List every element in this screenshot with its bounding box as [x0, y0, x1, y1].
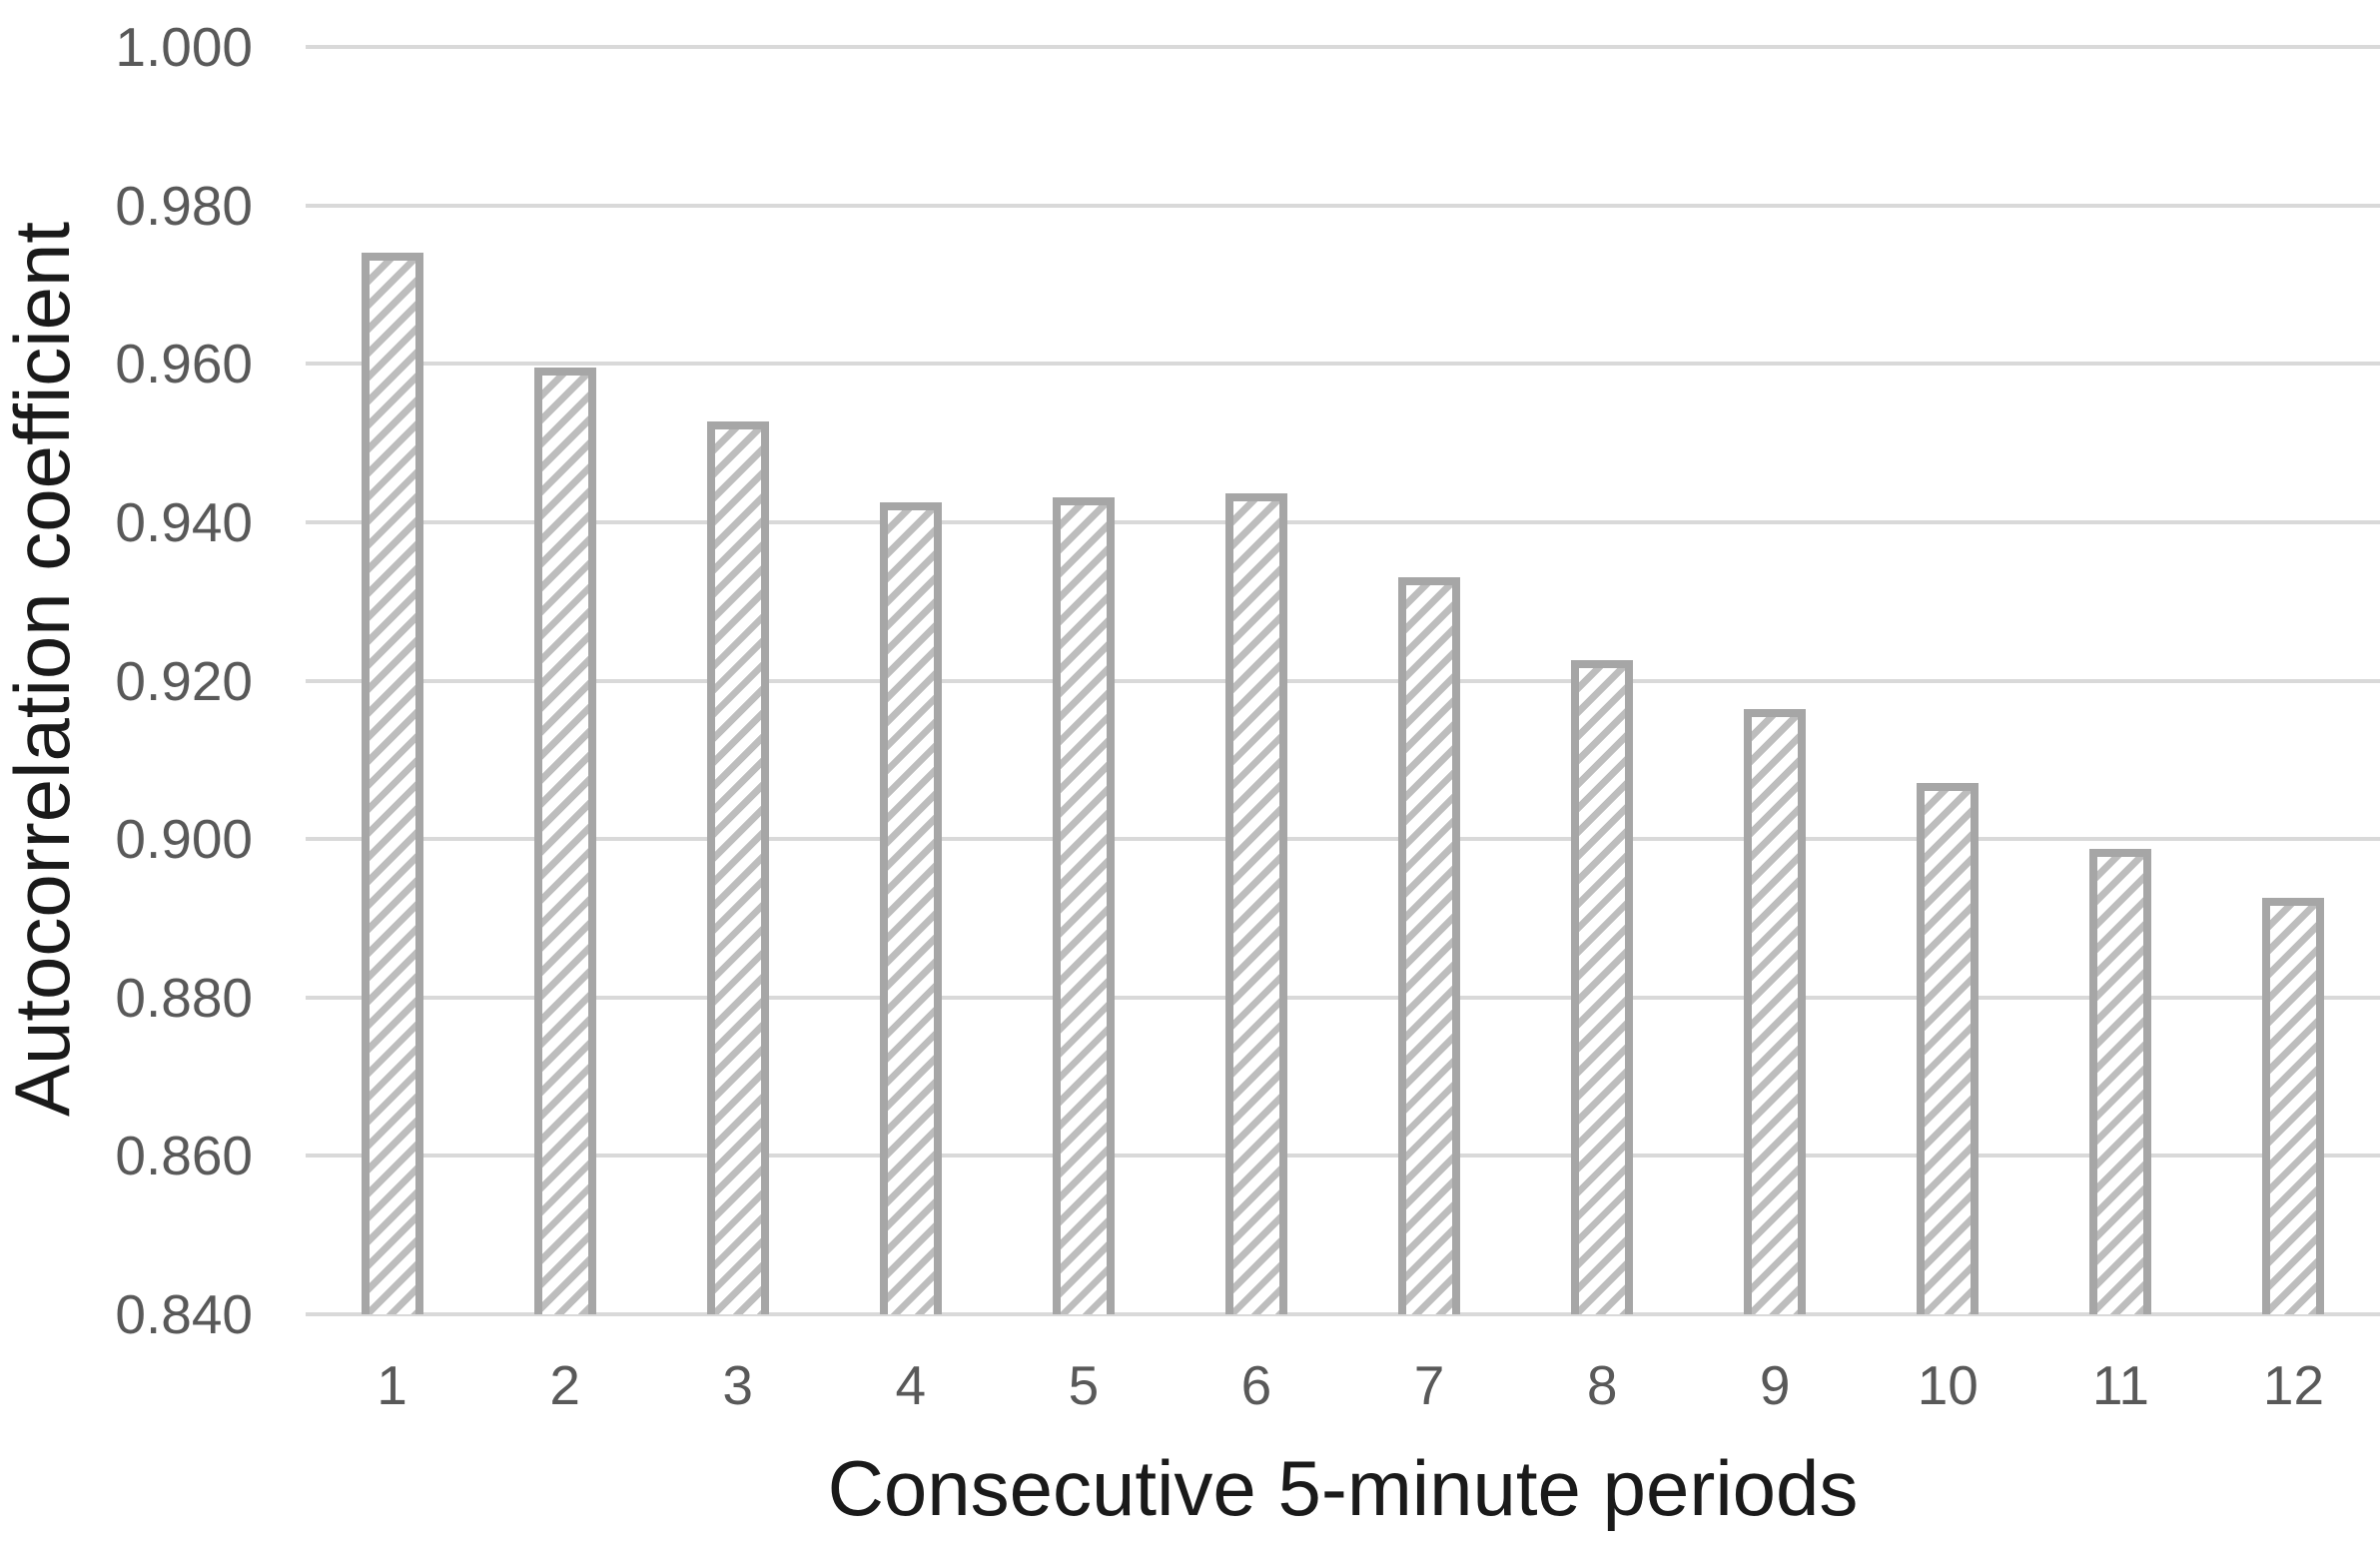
y-tick-label: 0.960	[115, 333, 253, 395]
x-tick-label: 9	[1759, 1354, 1791, 1416]
y-tick-label: 0.920	[115, 649, 253, 712]
gridline	[306, 519, 2380, 524]
bar-period-7	[1398, 576, 1461, 1314]
x-tick-label: 2	[549, 1354, 580, 1416]
bar-period-1	[361, 253, 423, 1314]
bar-period-12	[2262, 897, 2325, 1314]
bar-period-10	[1917, 782, 1980, 1314]
x-tick-label: 1	[377, 1354, 407, 1416]
x-tick-label: 8	[1586, 1354, 1618, 1416]
bar-period-9	[1744, 709, 1807, 1314]
y-tick-label: 0.880	[115, 966, 253, 1029]
y-tick-label: 0.940	[115, 490, 253, 553]
bar-period-4	[879, 502, 942, 1314]
x-tick-label: 5	[1068, 1354, 1100, 1416]
plot-area	[306, 45, 2380, 1318]
x-tick-label: 4	[895, 1354, 927, 1416]
y-tick-label: 0.980	[115, 174, 253, 237]
x-axis-line	[306, 1312, 2380, 1316]
bar-period-8	[1571, 659, 1634, 1314]
gridline	[306, 678, 2380, 683]
y-tick-label: 0.900	[115, 808, 253, 871]
bar-period-5	[1052, 497, 1115, 1314]
gridline	[306, 203, 2380, 208]
x-axis-title: Consecutive 5-minute periods	[827, 1444, 1859, 1532]
gridline	[306, 837, 2380, 842]
bar-period-6	[1224, 492, 1287, 1314]
x-tick-label: 12	[2262, 1354, 2325, 1416]
x-tick-label: 3	[722, 1354, 753, 1416]
bar-period-3	[706, 421, 769, 1314]
x-tick-label: 6	[1240, 1354, 1272, 1416]
x-tick-label: 10	[1917, 1354, 1979, 1416]
x-tick-label: 7	[1413, 1354, 1445, 1416]
gridline	[306, 45, 2380, 49]
y-tick-label: 1.000	[115, 16, 253, 78]
bar-period-2	[533, 368, 596, 1314]
bar-period-11	[2089, 848, 2152, 1314]
gridline	[306, 995, 2380, 1000]
x-tick-label: 11	[2091, 1354, 2149, 1416]
gridline	[306, 1154, 2380, 1159]
gridline	[306, 362, 2380, 367]
y-tick-label: 0.840	[115, 1283, 253, 1345]
y-tick-label: 0.860	[115, 1125, 253, 1187]
